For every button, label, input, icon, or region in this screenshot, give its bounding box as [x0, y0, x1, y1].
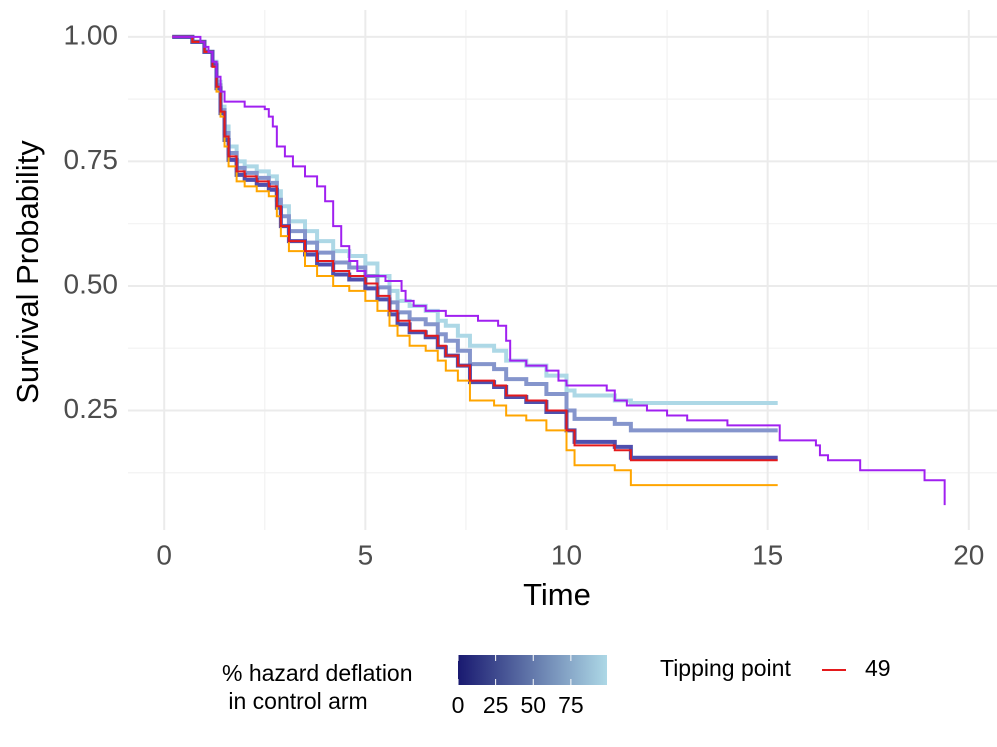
survival-curve [172, 34, 778, 433]
survival-curve [172, 34, 778, 460]
legend-title: Tipping point [660, 655, 791, 681]
colorbar-tick-label: 0 [452, 692, 465, 718]
x-tick-label: 20 [953, 539, 984, 570]
colorbar-title: % hazard deflation [222, 660, 413, 686]
y-tick-label: 0.50 [64, 268, 119, 299]
colorbar-title: in control arm [222, 688, 368, 714]
colorbar-tick-label: 50 [520, 692, 546, 718]
colorbar-tick-label: 25 [483, 692, 509, 718]
y-tick-label: 1.00 [64, 19, 119, 50]
x-tick-label: 0 [156, 539, 172, 570]
x-axis-title: Time [523, 577, 591, 612]
survival-curve [172, 35, 778, 462]
y-axis-title: Survival Probability [10, 140, 45, 404]
plot-grid [128, 10, 997, 530]
y-tick-label: 0.25 [64, 393, 119, 424]
x-tick-label: 10 [551, 539, 582, 570]
colorbar [458, 655, 607, 685]
y-tick-label: 0.75 [64, 144, 119, 175]
x-tick-label: 15 [752, 539, 783, 570]
survival-curve [172, 35, 946, 506]
x-tick-label: 5 [358, 539, 374, 570]
survival-curve [172, 35, 778, 487]
colorbar-tick-label: 75 [558, 692, 584, 718]
legend-label: 49 [865, 655, 891, 681]
